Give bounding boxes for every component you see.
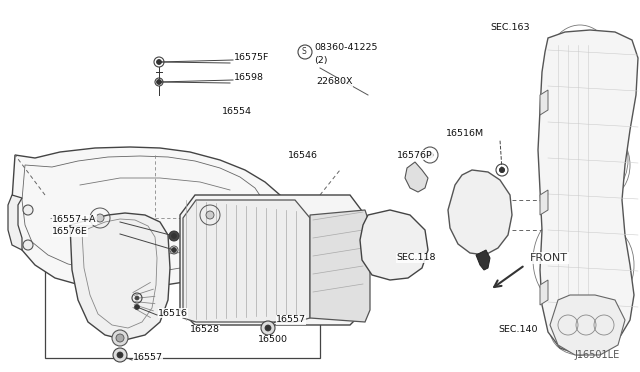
Circle shape — [157, 80, 161, 84]
Circle shape — [23, 240, 33, 250]
Polygon shape — [70, 213, 170, 340]
Circle shape — [261, 321, 275, 335]
Polygon shape — [540, 280, 548, 305]
Text: 16576E: 16576E — [52, 228, 88, 237]
Circle shape — [135, 296, 139, 300]
Circle shape — [265, 325, 271, 331]
Circle shape — [266, 326, 271, 330]
Circle shape — [172, 234, 177, 238]
Polygon shape — [476, 250, 490, 270]
Text: 16516M: 16516M — [446, 128, 484, 138]
Text: SEC.140: SEC.140 — [498, 326, 538, 334]
Polygon shape — [540, 90, 548, 115]
Text: 16557: 16557 — [133, 353, 163, 362]
Text: 16554: 16554 — [222, 108, 252, 116]
Polygon shape — [310, 210, 370, 322]
Circle shape — [172, 247, 177, 253]
Circle shape — [157, 80, 161, 84]
Text: SEC.118: SEC.118 — [396, 253, 435, 263]
Polygon shape — [360, 210, 428, 280]
Circle shape — [169, 231, 179, 241]
Polygon shape — [540, 190, 548, 215]
Circle shape — [112, 330, 128, 346]
Text: SEC.163: SEC.163 — [490, 23, 530, 32]
Polygon shape — [183, 200, 310, 322]
Circle shape — [116, 334, 124, 342]
Text: 22680X: 22680X — [316, 77, 353, 87]
Polygon shape — [12, 147, 290, 288]
Circle shape — [157, 60, 161, 64]
Text: 16575F: 16575F — [234, 54, 269, 62]
Bar — [45, 195, 320, 358]
Circle shape — [499, 167, 504, 173]
Circle shape — [134, 305, 140, 310]
Text: 16516: 16516 — [158, 308, 188, 317]
Text: 16528: 16528 — [190, 326, 220, 334]
Circle shape — [206, 211, 214, 219]
Text: 16557+A: 16557+A — [52, 215, 97, 224]
Circle shape — [499, 167, 504, 173]
Text: J16501LE: J16501LE — [575, 350, 620, 360]
Circle shape — [96, 214, 104, 222]
Text: 16546: 16546 — [288, 151, 318, 160]
Circle shape — [118, 353, 122, 357]
Polygon shape — [448, 170, 512, 255]
Polygon shape — [8, 195, 22, 250]
Circle shape — [117, 352, 123, 358]
Circle shape — [157, 60, 161, 64]
Text: 16576P: 16576P — [397, 151, 433, 160]
Text: 16557: 16557 — [276, 315, 306, 324]
Circle shape — [23, 205, 33, 215]
Polygon shape — [550, 295, 625, 355]
Text: 08360-41225: 08360-41225 — [314, 44, 378, 52]
Polygon shape — [180, 195, 365, 325]
Circle shape — [113, 348, 127, 362]
Text: S: S — [302, 48, 307, 57]
Polygon shape — [405, 162, 428, 192]
Text: 16598: 16598 — [234, 74, 264, 83]
Text: FRONT: FRONT — [530, 253, 568, 263]
Text: (2): (2) — [314, 57, 328, 65]
Text: 16500: 16500 — [258, 336, 288, 344]
Circle shape — [427, 152, 433, 158]
Polygon shape — [538, 30, 638, 355]
